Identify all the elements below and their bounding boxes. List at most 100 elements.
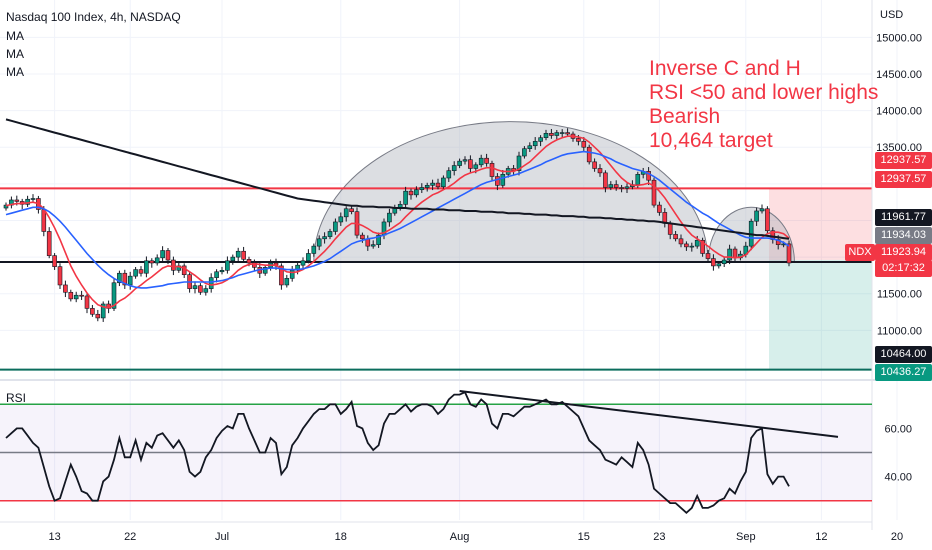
candle-body: [214, 271, 219, 278]
candle-body: [41, 209, 47, 232]
candles: [3, 128, 792, 322]
candle-body: [651, 179, 657, 206]
candle-body: [333, 221, 338, 232]
indicator-ma-3[interactable]: MA: [6, 65, 24, 79]
price-tick-label: 13500.00: [876, 142, 922, 154]
candle-body: [387, 212, 392, 223]
price-tag-target: 10464.00: [875, 346, 932, 363]
candle-body: [284, 278, 290, 286]
candle-body: [25, 198, 30, 205]
candle-body: [343, 208, 349, 218]
candle-body: [68, 291, 74, 300]
candle-body: [138, 269, 144, 274]
price-tag-last: 11923.94: [875, 244, 932, 261]
candle-body: [84, 295, 90, 309]
candle-body: [160, 250, 165, 259]
candle-body: [300, 260, 306, 266]
time-tick-label: 20: [891, 531, 903, 543]
candle-body: [473, 164, 479, 169]
candle-body: [100, 303, 106, 319]
candle-body: [198, 285, 203, 293]
candle-body: [14, 199, 20, 202]
candle-body: [73, 294, 79, 300]
symbol-tag: NDX: [845, 244, 875, 261]
candle-body: [279, 265, 284, 286]
candle-body: [608, 184, 614, 188]
candle-body: [543, 133, 549, 138]
chart-title: Nasdaq 100 Index, 4h, NASDAQ: [6, 10, 181, 24]
price-tick-label: 15000.00: [876, 32, 922, 44]
candle-body: [397, 204, 403, 208]
indicator-ma-2[interactable]: MA: [6, 47, 24, 61]
candle-body: [646, 171, 651, 181]
candle-body: [716, 263, 722, 267]
time-tick-label: 15: [578, 531, 590, 543]
candle-body: [165, 250, 171, 261]
currency-label: USD: [880, 9, 904, 21]
indicator-ma-1[interactable]: MA: [6, 29, 24, 43]
time-tick-label: Aug: [450, 531, 470, 543]
candle-body: [711, 258, 716, 267]
candle-body: [576, 138, 581, 142]
candle-body: [522, 148, 527, 157]
candle-body: [462, 159, 468, 162]
candle-body: [581, 141, 587, 148]
candle-body: [57, 266, 63, 286]
candle-body: [376, 234, 381, 245]
rsi-trendline: [459, 390, 839, 438]
candle-body: [478, 157, 484, 166]
time-tick-label: 13: [48, 531, 60, 543]
candle-body: [489, 163, 495, 177]
price-tag-level-high: 12937.57: [875, 171, 932, 188]
candle-body: [408, 190, 414, 196]
candle-body: [203, 288, 209, 293]
candle-body: [657, 204, 662, 213]
candle-body: [667, 223, 673, 235]
candle-body: [95, 313, 101, 319]
candle-body: [468, 159, 473, 169]
rsi-label[interactable]: RSI: [6, 391, 27, 405]
annotation-line-2: RSI <50 and lower highs: [649, 81, 879, 104]
candle-body: [457, 160, 462, 166]
time-tick-label: 12: [815, 531, 827, 543]
candle-body: [559, 132, 565, 134]
candle-body: [52, 255, 57, 267]
candle-body: [430, 182, 435, 186]
time-tick-label: 22: [124, 531, 136, 543]
candle-body: [500, 174, 506, 186]
candle-body: [727, 248, 732, 261]
candle-body: [765, 208, 770, 232]
candle-body: [484, 157, 489, 164]
candle-body: [754, 210, 759, 222]
price-tick-label: 14500.00: [876, 69, 922, 81]
candle-body: [586, 146, 592, 163]
candle-body: [154, 257, 160, 264]
candle-body: [311, 245, 317, 254]
price-tag-neckline: 11934.03: [875, 227, 932, 244]
price-tag-entry: 11961.77: [875, 209, 932, 226]
candle-body: [219, 270, 225, 273]
candle-body: [689, 245, 695, 248]
candle-body: [721, 259, 727, 265]
candle-body: [349, 208, 354, 212]
candle-body: [192, 285, 198, 289]
candle-body: [441, 177, 446, 188]
candle-body: [624, 186, 630, 189]
candle-body: [370, 244, 376, 247]
candle-body: [673, 234, 678, 240]
candle-body: [451, 165, 457, 171]
candle-body: [419, 187, 425, 191]
time-tick-label: Jul: [215, 531, 229, 543]
candle-body: [592, 161, 597, 169]
candle-body: [549, 133, 554, 136]
candle-body: [435, 182, 441, 188]
candle-body: [495, 176, 500, 186]
candle-body: [613, 184, 619, 188]
annotation-line-3: Bearish: [649, 105, 721, 128]
time-tick-label: Sep: [736, 531, 756, 543]
candle-body: [262, 267, 268, 274]
candle-body: [230, 256, 236, 262]
candle-body: [786, 243, 792, 264]
price-tag-target-zone: 10436.27: [875, 364, 932, 381]
price-tick-label: 11000.00: [877, 325, 922, 337]
